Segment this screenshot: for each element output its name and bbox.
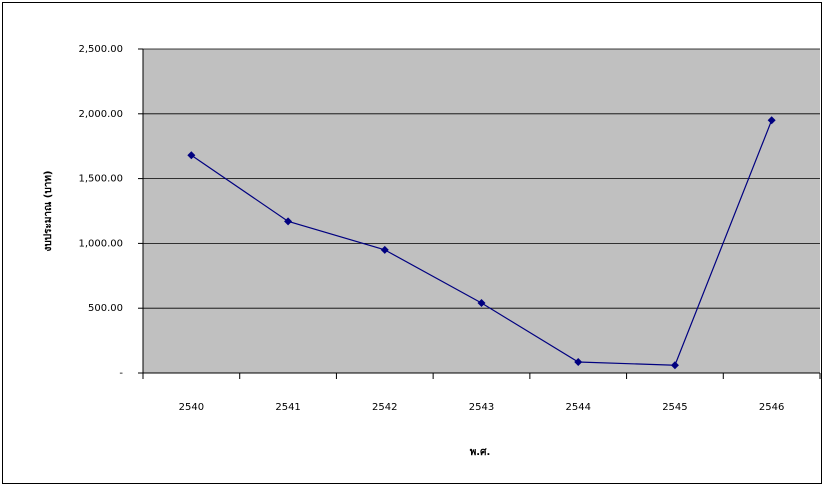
point-marker — [670, 361, 679, 370]
point-marker — [477, 299, 486, 308]
x-axis-title: พ.ศ. — [470, 447, 491, 458]
x-tick-label: 2540 — [179, 402, 204, 413]
y-tick-label: 1,500.00 — [78, 174, 123, 185]
y-tick-label: 1,000.00 — [78, 238, 123, 249]
plot-area — [143, 49, 820, 373]
x-tick-label: 2542 — [372, 402, 397, 413]
y-tick-label: 500.00 — [88, 303, 123, 314]
point-marker — [284, 217, 293, 226]
y-axis-title: งบประมาณ (บาท) — [42, 171, 54, 252]
x-tick-label: 2543 — [469, 402, 494, 413]
y-tick-label: - — [119, 368, 123, 379]
x-tick-label: 2541 — [275, 402, 300, 413]
x-tick-label: 2545 — [662, 402, 687, 413]
y-tick-label: 2,000.00 — [78, 109, 123, 120]
point-marker — [187, 151, 196, 160]
x-tick-label: 2546 — [759, 402, 784, 413]
point-marker — [574, 357, 583, 366]
y-tick-label: 2,500.00 — [78, 44, 123, 55]
x-tick-label: 2544 — [565, 402, 590, 413]
point-marker — [380, 245, 389, 254]
point-marker — [767, 116, 776, 125]
